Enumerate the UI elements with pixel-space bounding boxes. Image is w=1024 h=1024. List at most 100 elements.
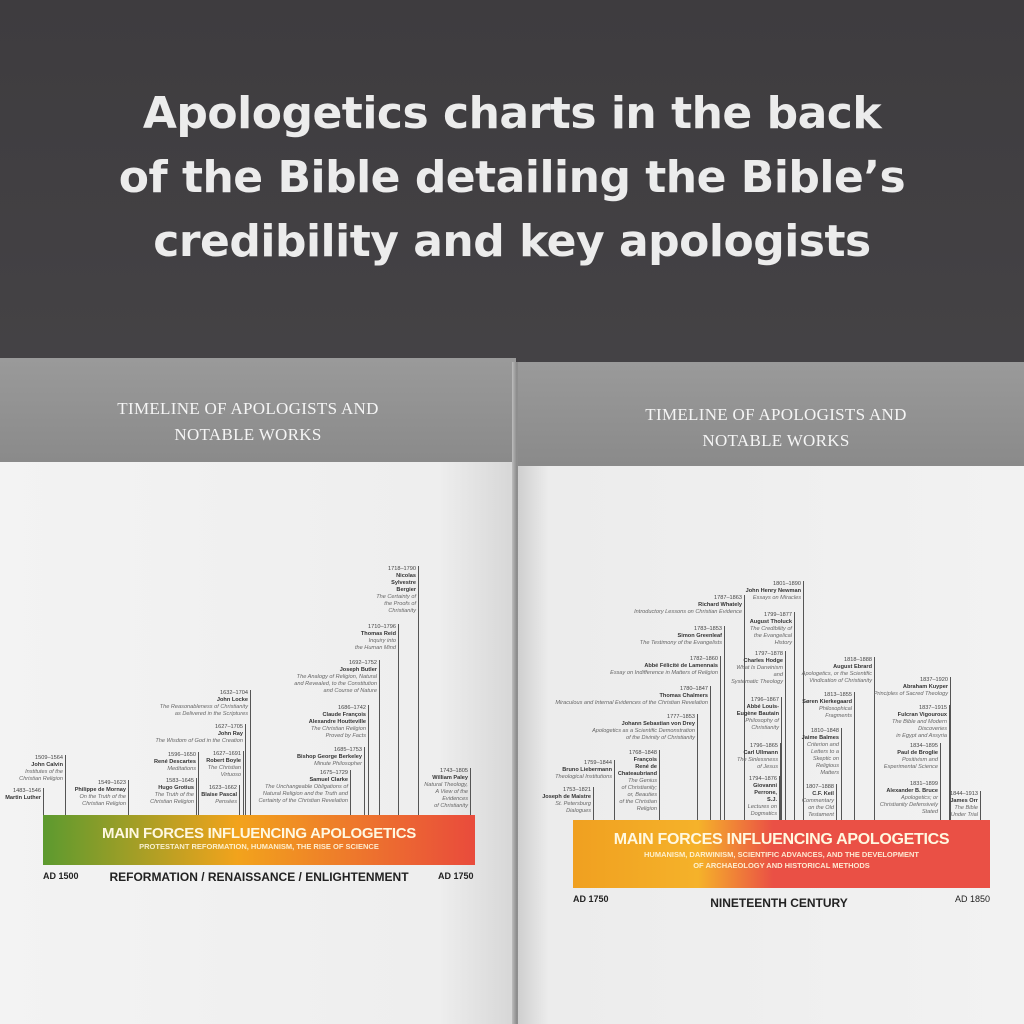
title-line-1: TIMELINE OF APOLOGISTS AND [117,399,379,418]
apologist-entry: 1632–1704 John Locke The Reasonableness of… [160,690,248,718]
headline-line-3: credibility and key apologists [153,216,871,267]
entry-name: Thomas Reid [360,631,396,637]
entry-work: Positivism and Experimental Science [883,757,938,770]
apologist-entry: 1834–1895 Paul de Broglie Positivism and E… [884,743,938,771]
entry-work: St. Petersburg Dialogues [555,801,591,814]
timeline-line [239,785,241,815]
entry-dates: 1780–1847 [680,686,708,692]
timeline-line [250,690,252,815]
timeline-line [128,780,130,815]
entry-dates: 1783–1853 [694,626,722,632]
timeline-line [720,656,722,820]
apologist-entry: 1759–1844 Bruno Liebermann Theological Ins… [555,760,612,781]
entry-work: The Christian Virtuoso [207,765,241,778]
apologist-entry: 1710–1796 Thomas Reid Inquiry into the Hum… [355,624,396,652]
timeline-line [368,705,370,815]
entry-dates: 1549–1623 [98,780,126,786]
timeline-line [836,784,838,820]
timeline-line [781,697,783,820]
apologist-entry: 1768–1848 François René de Chateaubriand T… [618,750,657,813]
apologist-entry: 1743–1805 William Paley Natural Theology, … [424,768,468,810]
era-label: NINETEENTH CENTURY [710,896,848,910]
entry-dates: 1794–1876 [749,776,777,782]
apologist-entry: 1796–1867 Abbé Louis- Eugène Bautain Philo… [737,697,779,732]
entry-name: Bishop George Berkeley [297,754,362,760]
right-page-title: TIMELINE OF APOLOGISTS AND NOTABLE WORKS [518,402,1024,454]
entry-dates: 1627–1691 [213,751,241,757]
timeline-line [794,612,796,820]
entry-work: What Is Darwinism and Systematic Theolog… [731,665,783,685]
entry-name: John Ray [217,731,243,737]
entry-dates: 1799–1877 [764,612,792,618]
left-forces-bar: MAIN FORCES INFLUENCING APOLOGETICS PROT… [43,815,475,865]
apologist-entry: 1797–1878 Charles Hodge What Is Darwinism … [731,651,783,686]
entry-name: William Paley [432,775,468,781]
entry-work: Natural Theology, A View of the Evidence… [424,782,468,809]
left-page: TIMELINE OF APOLOGISTS AND NOTABLE WORKS… [0,358,516,1024]
entry-dates: 1810–1848 [811,728,839,734]
headline-line-2: of the Bible detailing the Bible’s [118,152,906,203]
book-gutter [512,362,522,1024]
apologist-entry: 1777–1853 Johann Sebastian von Drey Apolog… [592,714,695,742]
entry-name: John Calvin [31,762,63,768]
entry-work: Essays on Miracles [752,595,801,601]
title-line-2: NOTABLE WORKS [174,425,322,444]
entry-dates: 1797–1878 [755,651,783,657]
timeline-line [697,714,699,820]
timeline-line [841,728,843,820]
title-line-1: TIMELINE OF APOLOGISTS AND [645,405,907,424]
entry-name: Søren Kierkegaard [802,699,852,705]
timeline-line [418,566,420,815]
entry-dates: 1807–1888 [806,784,834,790]
entry-work: Minute Philosopher [314,761,362,767]
apologist-entry: 1596–1650 René Descartes Meditations [154,752,196,773]
bar-subtitle: HUMANISM, DARWINISM, SCIENTIFIC ADVANCES… [643,850,919,870]
apologist-entry: 1509–1564 John Calvin Institutes of the Ch… [19,755,63,783]
entry-work: Apologetics; or Christianity Defensively… [879,795,938,815]
apologist-entry: 1813–1855 Søren Kierkegaard Philosophical … [802,692,852,720]
entry-dates: 1782–1860 [690,656,718,662]
entry-dates: 1818–1888 [844,657,872,663]
entry-dates: 1596–1650 [168,752,196,758]
end-label: AD 1850 [955,894,991,904]
entry-work: Lectures on Dogmatics [747,804,777,817]
entry-dates: 1759–1844 [584,760,612,766]
entry-name: Samuel Clarke [309,777,348,783]
entry-work: The Sinlessness of Jesus [736,757,778,770]
apologist-entry: 1837–1915 Fulcran Vigouroux The Bible and … [892,705,947,740]
entry-name: Johann Sebastian von Drey [621,721,695,727]
timeline-line [350,770,352,815]
timeline-line [659,750,661,820]
entry-work: The Bible and Modern Discoveries in Egyp… [891,719,947,739]
apologist-entry: 1801–1890 John Henry Newman Essays on Mira… [746,581,801,602]
bar-title: MAIN FORCES INFLUENCING APOLOGETICS [613,831,950,848]
timeline-line [710,686,712,820]
entry-work: Apologetics as a Scientific Demonstratio… [592,728,695,741]
timeline-line [614,760,616,820]
era-label: REFORMATION / RENAISSANCE / ENLIGHTENMEN… [109,870,409,884]
entry-name: François René de Chateaubriand [617,757,657,777]
entry-dates: 1787–1863 [714,595,742,601]
timeline-line [65,755,67,815]
entry-work: Philosophy of Christianity [745,718,779,731]
entry-dates: 1796–1865 [750,743,778,749]
timeline-line [803,581,805,820]
entry-dates: 1813–1855 [824,692,852,698]
entry-work: On the Truth of the Christian Religion [79,794,126,807]
entry-dates: 1796–1867 [751,697,779,703]
timeline-line [724,626,726,820]
entry-dates: 1844–1913 [950,791,978,797]
right-header-band: TIMELINE OF APOLOGISTS AND NOTABLE WORKS [518,362,1024,466]
entry-work: Inquiry into the Human Mind [354,638,396,651]
timeline-line [780,743,782,820]
entry-name: August Ebrard [833,664,872,670]
entry-name: Philippe de Mornay [74,787,126,793]
timeline-line [980,791,982,820]
timeline-line [245,724,247,815]
entry-name: Abbé Félicité de Lamennais [644,663,718,669]
entry-name: James Orr [950,798,978,804]
entry-name: John Locke [216,697,248,703]
entry-dates: 1685–1753 [334,747,362,753]
entry-work: Criterion and Letters to a Skeptic on Re… [806,742,839,776]
apologist-entry: 1783–1853 Simon Greenleaf The Testimony of… [640,626,722,647]
